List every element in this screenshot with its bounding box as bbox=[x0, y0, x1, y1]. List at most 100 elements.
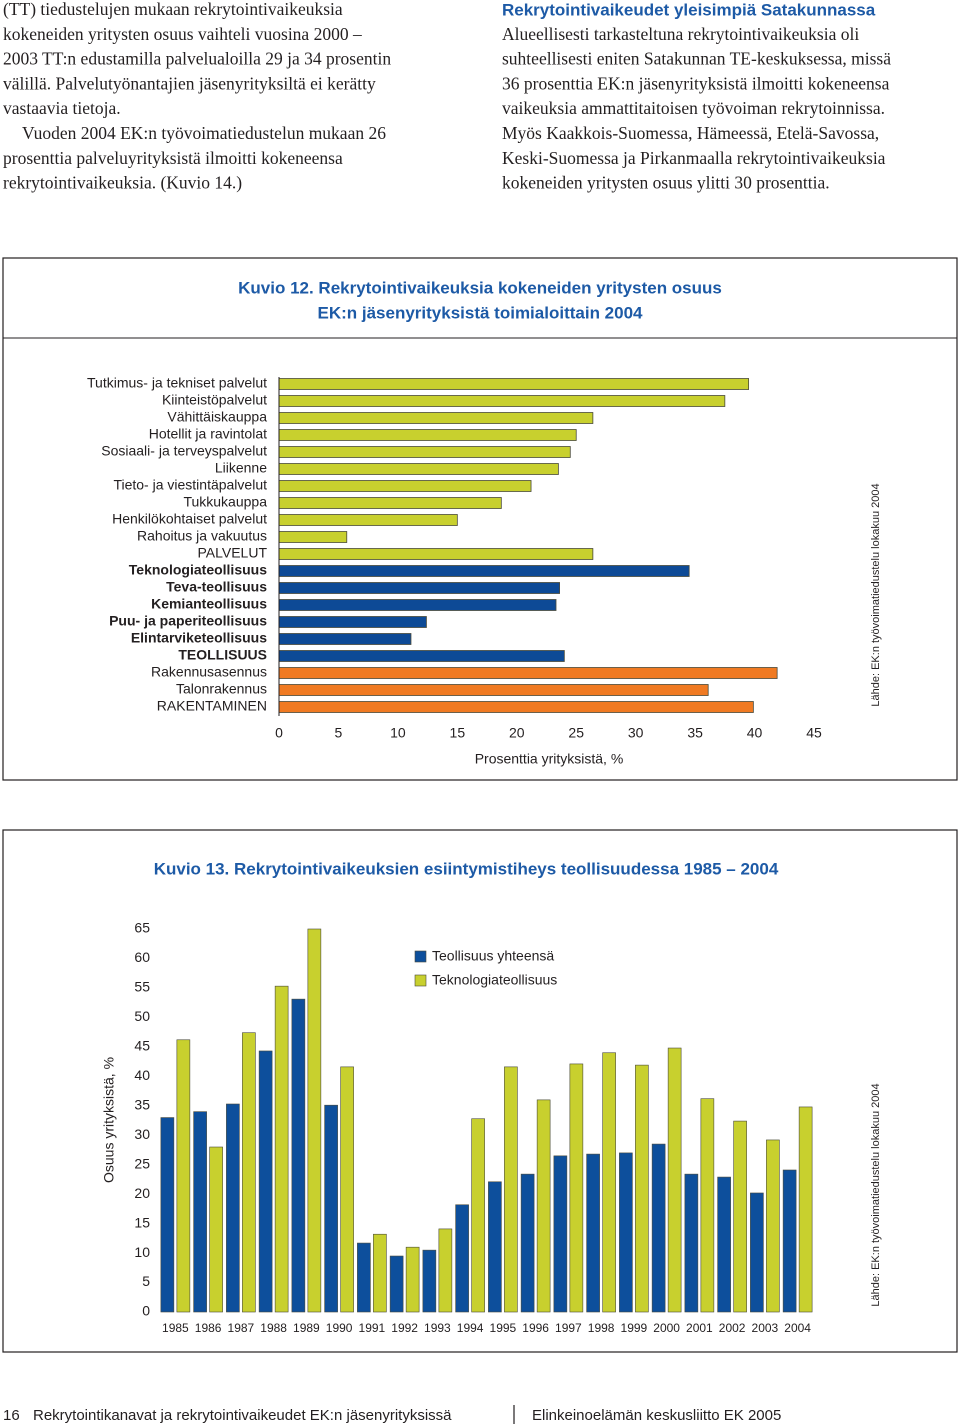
x-tick-label: 10 bbox=[390, 725, 406, 741]
y-tick-label: Rakennusasennus bbox=[151, 664, 267, 680]
bar bbox=[176, 1039, 191, 1313]
bar bbox=[619, 1152, 633, 1313]
y-tick-label: 15 bbox=[134, 1214, 150, 1230]
chart-title: Kuvio 13. Rekrytointivaikeuksien esiinty… bbox=[154, 859, 779, 878]
body-text: vaikeuksia ammattitaitoisen työvoiman re… bbox=[502, 98, 885, 118]
y-tick-label: PALVELUT bbox=[197, 545, 267, 561]
bar bbox=[278, 548, 594, 560]
footer-publisher: Elinkeinoelämän keskusliitto EK 2005 bbox=[532, 1407, 781, 1424]
x-tick-label: 1991 bbox=[359, 1321, 386, 1335]
y-tick-label: Teva-teollisuus bbox=[166, 579, 267, 595]
y-tick-label: Henkilökohtaiset palvelut bbox=[112, 511, 267, 527]
bar bbox=[357, 1242, 371, 1313]
x-tick-label: 1998 bbox=[588, 1321, 615, 1335]
section-heading: Rekrytointivaikeudet yleisimpiä Satakunn… bbox=[502, 0, 876, 19]
y-tick-label: Talonrakennus bbox=[176, 681, 267, 697]
x-tick-label: 2003 bbox=[752, 1321, 779, 1335]
y-tick-label: 10 bbox=[134, 1244, 150, 1260]
bar bbox=[278, 565, 690, 577]
legend-swatch bbox=[414, 974, 427, 987]
bar bbox=[340, 1066, 354, 1313]
bar bbox=[750, 1192, 764, 1313]
x-tick-label: 35 bbox=[687, 725, 703, 741]
x-tick-label: 1988 bbox=[260, 1321, 287, 1335]
y-tick-label: 60 bbox=[134, 949, 150, 965]
x-tick-label: 5 bbox=[335, 725, 343, 741]
y-tick-label: 30 bbox=[134, 1126, 150, 1142]
y-tick-label: 35 bbox=[134, 1096, 150, 1112]
body-text: välillä. Palvelutyönantajien jäsenyrityk… bbox=[3, 73, 376, 93]
x-tick-label: 1994 bbox=[457, 1321, 484, 1335]
y-tick-label: Tukkukauppa bbox=[183, 494, 267, 510]
bar bbox=[226, 1103, 240, 1313]
bar bbox=[324, 1104, 338, 1313]
x-tick-label: 1992 bbox=[391, 1321, 418, 1335]
body-text: kokeneiden yritysten osuus ylitti 30 pro… bbox=[502, 173, 830, 193]
body-text: Keski-Suomessa ja Pirkanmaalla rekrytoin… bbox=[502, 148, 886, 168]
bar bbox=[536, 1099, 551, 1313]
bar bbox=[651, 1143, 666, 1313]
bar bbox=[278, 582, 560, 594]
body-text: prosenttia palveluyrityksistä ilmoitti k… bbox=[3, 148, 343, 168]
bar bbox=[700, 1098, 715, 1313]
bar bbox=[422, 1249, 437, 1313]
x-tick-label: 1989 bbox=[293, 1321, 320, 1335]
x-tick-label: 1987 bbox=[228, 1321, 255, 1335]
x-tick-label: 25 bbox=[568, 725, 584, 741]
x-tick-label: 1993 bbox=[424, 1321, 451, 1335]
bar bbox=[278, 667, 778, 679]
y-tick-label: TEOLLISUUS bbox=[178, 647, 267, 663]
footer-title: Rekrytointikanavat ja rekrytointivaikeud… bbox=[33, 1407, 452, 1424]
x-tick-label: 2000 bbox=[653, 1321, 680, 1335]
bar bbox=[209, 1146, 223, 1313]
bar bbox=[258, 1050, 273, 1313]
body-text: (TT) tiedustelujen mukaan rekrytointivai… bbox=[3, 0, 343, 19]
y-tick-label: 20 bbox=[134, 1185, 150, 1201]
figure-frame bbox=[2, 829, 958, 1353]
y-tick-label: Kemianteollisuus bbox=[151, 596, 267, 612]
y-tick-label: Tutkimus- ja tekniset palvelut bbox=[87, 375, 267, 391]
bar bbox=[274, 985, 289, 1313]
y-tick-label: Rahoitus ja vakuutus bbox=[137, 528, 267, 544]
x-tick-label: 2001 bbox=[686, 1321, 713, 1335]
x-tick-label: 1995 bbox=[490, 1321, 517, 1335]
bar bbox=[553, 1155, 568, 1313]
bar bbox=[733, 1120, 747, 1313]
bar bbox=[586, 1153, 600, 1313]
y-tick-label: 40 bbox=[134, 1067, 150, 1083]
y-tick-label: 5 bbox=[142, 1273, 150, 1289]
y-tick-label: 55 bbox=[134, 979, 150, 995]
body-text: 2003 TT:n edustamilla palvelualoilla 29 … bbox=[3, 49, 391, 69]
x-tick-label: 20 bbox=[509, 725, 525, 741]
figure-frame bbox=[2, 257, 958, 781]
bar bbox=[278, 378, 750, 390]
y-tick-label: Liikenne bbox=[215, 460, 267, 476]
bar bbox=[278, 446, 571, 458]
bar bbox=[782, 1169, 797, 1313]
bar bbox=[193, 1111, 207, 1313]
page-number: 16 bbox=[3, 1407, 20, 1424]
x-tick-label: 1990 bbox=[326, 1321, 353, 1335]
bar bbox=[373, 1233, 387, 1313]
body-text: Myös Kaakkois-Suomessa, Hämeessä, Etelä-… bbox=[502, 123, 879, 143]
bar bbox=[471, 1118, 485, 1313]
bar bbox=[278, 395, 726, 407]
x-tick-label: 1986 bbox=[195, 1321, 222, 1335]
y-axis-label: Osuus yrityksistä, % bbox=[101, 1057, 117, 1183]
bar bbox=[278, 633, 412, 645]
x-tick-label: 30 bbox=[628, 725, 644, 741]
bar bbox=[667, 1047, 682, 1313]
bar bbox=[717, 1176, 731, 1313]
bar bbox=[160, 1117, 175, 1313]
bar bbox=[569, 1063, 584, 1313]
bar bbox=[798, 1106, 813, 1313]
y-tick-label: 65 bbox=[134, 920, 150, 936]
x-tick-label: 0 bbox=[275, 725, 283, 741]
body-text: suhteellisesti eniten Satakunnan TE-kesk… bbox=[502, 49, 891, 69]
bar bbox=[307, 928, 322, 1313]
bar bbox=[488, 1181, 502, 1313]
bar bbox=[278, 684, 709, 696]
y-tick-label: 45 bbox=[134, 1038, 150, 1054]
bar bbox=[278, 514, 458, 526]
x-axis-label: Prosenttia yrityksistä, % bbox=[475, 751, 624, 767]
